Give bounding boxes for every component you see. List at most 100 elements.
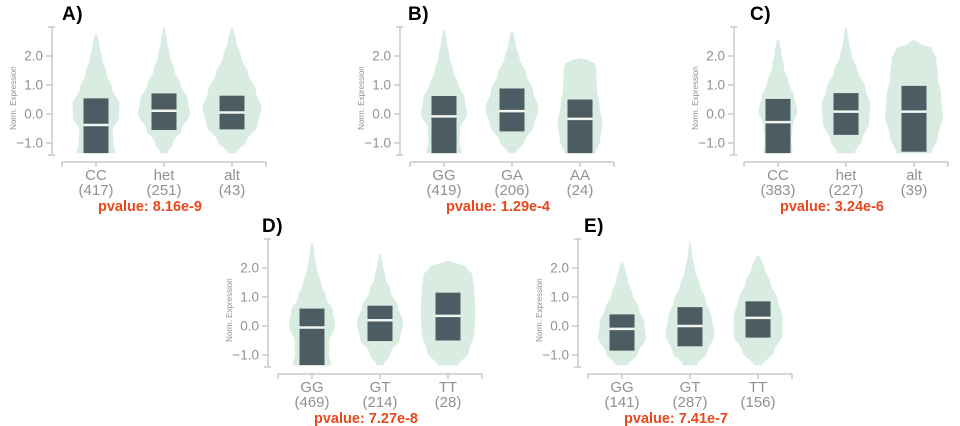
sample-count: (417) <box>78 182 114 199</box>
y-tick-label: 0.0 <box>706 107 725 122</box>
box-plot <box>367 305 393 342</box>
category-label: TT (28) <box>414 379 482 411</box>
category-label: GG (141) <box>588 379 656 411</box>
y-tick-label: 1.0 <box>550 290 569 305</box>
sample-count: (28) <box>434 394 462 411</box>
y-tick-label: 1.0 <box>372 78 391 93</box>
sample-count: (141) <box>604 394 640 411</box>
category-label: TT (156) <box>724 379 792 410</box>
y-axis-title: Norm. Expression <box>535 278 544 342</box>
category-labels-c: CC (383) het (227) alt (39) <box>744 167 948 199</box>
y-tick-label: 0.0 <box>372 107 391 122</box>
violin-plot-c: 2.0 1.0 0.0 −1.0 Norm. Expression <box>691 26 949 167</box>
category-labels-d: GG (469) GT (214) TT (28) <box>278 379 482 411</box>
genotype-label: TT <box>748 379 768 396</box>
violin-shape <box>665 241 715 366</box>
category-label: GT (287) <box>656 379 724 410</box>
category-label: GG (419) <box>410 167 478 199</box>
pvalue-label-b: pvalue: 1.29e-4 <box>446 199 550 215</box>
panel-letter-a: A) <box>62 4 84 25</box>
genotype-label: het <box>835 167 857 184</box>
sample-count: (227) <box>828 182 864 199</box>
panel-b: B) 2.0 1.0 0.0 −1.0 Norm. Expression GG (419)… <box>354 2 644 215</box>
genotype-label: AA <box>569 167 590 184</box>
y-tick-label: 2.0 <box>372 49 391 64</box>
category-label: GA (206) <box>478 167 546 199</box>
genotype-label: TT <box>438 379 458 396</box>
box-plot <box>609 314 635 351</box>
y-tick-label: 0.0 <box>550 319 569 334</box>
genotype-label: GT <box>679 379 701 396</box>
pvalue-label-d: pvalue: 7.27e-8 <box>314 411 418 426</box>
category-label: GG (469) <box>278 379 346 411</box>
genotype-label: GA <box>501 167 523 184</box>
sample-count: (469) <box>294 394 330 411</box>
y-tick-label: −1.0 <box>16 136 43 151</box>
panel-a: A) 2.0 1.0 0.0 −1.0 Norm. Expression CC (417)… <box>6 2 296 215</box>
box-plot <box>431 96 457 154</box>
y-axis-title: Norm. Expression <box>357 66 366 130</box>
pvalue-label-c: pvalue: 3.24e-6 <box>780 199 884 215</box>
sample-count: (39) <box>900 182 928 199</box>
panel-letter-d: D) <box>262 216 284 237</box>
y-tick-label: −1.0 <box>364 136 391 151</box>
sample-count: (251) <box>146 182 182 199</box>
y-tick-label: 0.0 <box>24 107 43 122</box>
category-labels-b: GG (419) GA (206) AA (24) <box>410 167 614 199</box>
y-tick-label: 1.0 <box>706 78 725 93</box>
y-tick-label: 1.0 <box>24 78 43 93</box>
y-tick-label: 2.0 <box>24 49 43 64</box>
category-labels-e: GG (141) GT (287) TT (156) <box>588 379 792 411</box>
box-plot <box>745 301 771 338</box>
y-tick-label: 0.0 <box>240 319 259 334</box>
genotype-label: GG <box>432 167 456 184</box>
panel-e: E) 2.0 1.0 0.0 −1.0 Norm. Expression GG (141)… <box>532 214 822 426</box>
violin-plot-b: 2.0 1.0 0.0 −1.0 Norm. Expression <box>357 26 615 167</box>
panel-letter-c: C) <box>750 4 772 25</box>
box-plot <box>765 98 791 154</box>
panel-letter-e: E) <box>584 216 604 237</box>
sample-count: (214) <box>362 394 398 411</box>
panel-letter-b: B) <box>408 4 430 25</box>
category-label: het (251) <box>130 167 198 199</box>
panel-c: C) 2.0 1.0 0.0 −1.0 Norm. Expression CC (383)… <box>688 2 960 215</box>
category-label: het (227) <box>812 167 880 199</box>
genotype-label: het <box>153 167 175 184</box>
y-axis-title: Norm. Expression <box>9 66 18 130</box>
genotype-label: alt <box>906 167 922 184</box>
genotype-label: GG <box>610 379 634 396</box>
sample-count: (419) <box>426 182 462 199</box>
y-tick-label: 2.0 <box>706 49 725 64</box>
box-plot <box>299 308 325 366</box>
category-label: alt (43) <box>198 167 266 199</box>
genotype-label: GT <box>369 379 391 396</box>
genotype-label: alt <box>224 167 240 184</box>
panel-d: D) 2.0 1.0 0.0 −1.0 Norm. Expression GG (469)… <box>222 214 512 426</box>
sample-count: (43) <box>218 182 246 199</box>
violin-plot-a: 2.0 1.0 0.0 −1.0 Norm. Expression <box>9 26 267 167</box>
genotype-label: GG <box>300 379 324 396</box>
y-tick-label: −1.0 <box>232 348 259 363</box>
sample-count: (206) <box>494 182 530 199</box>
category-label: CC (417) <box>62 167 130 199</box>
violin-plot-d: 2.0 1.0 0.0 −1.0 Norm. Expression <box>225 238 483 379</box>
genotype-label: CC <box>85 167 107 184</box>
box-plot <box>833 93 859 135</box>
y-tick-label: −1.0 <box>542 348 569 363</box>
violin-shape <box>202 28 262 154</box>
y-tick-label: −1.0 <box>698 136 725 151</box>
y-tick-label: 2.0 <box>550 261 569 276</box>
category-label: CC (383) <box>744 167 812 198</box>
genotype-label: CC <box>767 167 789 184</box>
violin-plot-e: 2.0 1.0 0.0 −1.0 Norm. Expression <box>535 238 793 379</box>
sample-count: (24) <box>566 182 594 199</box>
category-label: AA (24) <box>546 167 614 199</box>
pvalue-label-e: pvalue: 7.41e-7 <box>624 411 728 426</box>
violin-shape <box>138 28 190 154</box>
y-axis-title: Norm. Expression <box>691 66 700 130</box>
pvalue-label-a: pvalue: 8.16e-9 <box>98 199 202 215</box>
y-tick-label: 1.0 <box>240 290 259 305</box>
box-plot <box>901 85 927 152</box>
category-label: GT (214) <box>346 379 414 411</box>
